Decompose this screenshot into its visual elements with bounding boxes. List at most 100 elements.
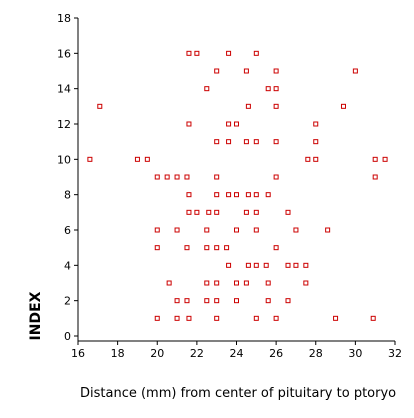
data-point bbox=[243, 280, 249, 286]
data-point bbox=[285, 298, 291, 304]
data-point bbox=[265, 192, 271, 198]
data-point bbox=[154, 245, 160, 251]
x-ticks: 16 18 20 22 24 26 28 30 32 bbox=[71, 341, 402, 360]
data-point bbox=[174, 227, 180, 233]
data-point bbox=[214, 174, 220, 180]
data-point bbox=[97, 103, 103, 109]
y-tick-label: 8 bbox=[64, 189, 71, 202]
y-tick-label: 14 bbox=[57, 83, 71, 96]
data-point bbox=[226, 50, 232, 56]
data-point bbox=[273, 245, 279, 251]
data-point bbox=[186, 209, 192, 215]
data-point bbox=[313, 156, 319, 162]
data-point bbox=[226, 262, 232, 268]
data-point bbox=[234, 121, 239, 127]
data-point bbox=[340, 103, 346, 109]
data-point bbox=[303, 262, 309, 268]
data-point bbox=[214, 298, 220, 304]
data-point bbox=[253, 209, 259, 215]
y-tick-label: 10 bbox=[57, 153, 71, 166]
data-point bbox=[154, 315, 160, 321]
data-point bbox=[214, 245, 220, 251]
x-tick-label: 24 bbox=[230, 347, 244, 360]
data-point bbox=[204, 227, 210, 233]
data-point bbox=[214, 192, 220, 198]
data-point bbox=[166, 280, 172, 286]
data-point bbox=[206, 209, 212, 215]
data-point bbox=[253, 227, 259, 233]
x-tick-label: 26 bbox=[269, 347, 283, 360]
x-axis-label: Distance (mm) from center of pituitary t… bbox=[80, 386, 396, 401]
data-point bbox=[253, 139, 259, 145]
y-tick-label: 18 bbox=[57, 12, 71, 25]
data-point bbox=[253, 192, 259, 198]
data-point bbox=[204, 280, 210, 286]
data-point bbox=[184, 298, 190, 304]
data-point bbox=[352, 68, 358, 74]
data-point bbox=[273, 174, 279, 180]
y-tick-label: 4 bbox=[64, 259, 71, 272]
data-point bbox=[186, 121, 192, 127]
data-point bbox=[265, 280, 271, 286]
x-tick-label: 30 bbox=[348, 347, 362, 360]
data-point bbox=[174, 174, 180, 180]
data-point bbox=[253, 315, 259, 321]
data-point bbox=[273, 139, 279, 145]
data-point bbox=[204, 245, 210, 251]
data-point bbox=[184, 174, 190, 180]
data-point bbox=[333, 315, 339, 321]
data-point bbox=[186, 50, 192, 56]
data-point bbox=[245, 262, 251, 268]
data-point bbox=[214, 209, 220, 215]
data-point bbox=[164, 174, 170, 180]
y-tick-label: 6 bbox=[64, 224, 71, 237]
data-point bbox=[253, 262, 259, 268]
data-point bbox=[305, 156, 311, 162]
data-point bbox=[87, 156, 93, 162]
data-points bbox=[87, 50, 388, 321]
data-point bbox=[265, 86, 271, 92]
data-point bbox=[372, 174, 378, 180]
x-tick-label: 28 bbox=[309, 347, 323, 360]
data-point bbox=[273, 86, 279, 92]
data-point bbox=[303, 280, 309, 286]
data-point bbox=[273, 68, 279, 74]
y-ticks: 0 2 4 6 8 10 12 14 16 18 bbox=[57, 12, 78, 343]
data-point bbox=[263, 262, 269, 268]
data-point bbox=[234, 298, 239, 304]
data-point bbox=[154, 227, 160, 233]
y-tick-label: 2 bbox=[64, 295, 71, 308]
data-point bbox=[245, 192, 251, 198]
data-point bbox=[144, 156, 150, 162]
data-point bbox=[370, 315, 376, 321]
data-point bbox=[372, 156, 378, 162]
x-tick-label: 20 bbox=[150, 347, 164, 360]
data-point bbox=[293, 262, 299, 268]
data-point bbox=[226, 121, 232, 127]
data-point bbox=[243, 68, 249, 74]
data-point bbox=[194, 209, 200, 215]
x-tick-label: 18 bbox=[111, 347, 125, 360]
data-point bbox=[214, 315, 220, 321]
x-tick-label: 32 bbox=[388, 347, 402, 360]
data-point bbox=[273, 315, 279, 321]
data-point bbox=[285, 262, 291, 268]
data-point bbox=[204, 86, 210, 92]
data-point bbox=[214, 280, 220, 286]
data-point bbox=[186, 315, 192, 321]
data-point bbox=[234, 192, 239, 198]
data-point bbox=[273, 103, 279, 109]
data-point bbox=[184, 245, 190, 251]
data-point bbox=[325, 227, 331, 233]
data-point bbox=[313, 121, 319, 127]
data-point bbox=[293, 227, 299, 233]
data-point bbox=[174, 315, 180, 321]
data-point bbox=[154, 174, 160, 180]
data-point bbox=[226, 192, 232, 198]
data-point bbox=[226, 139, 232, 145]
data-point bbox=[243, 209, 249, 215]
data-point bbox=[194, 50, 200, 56]
data-point bbox=[285, 209, 291, 215]
